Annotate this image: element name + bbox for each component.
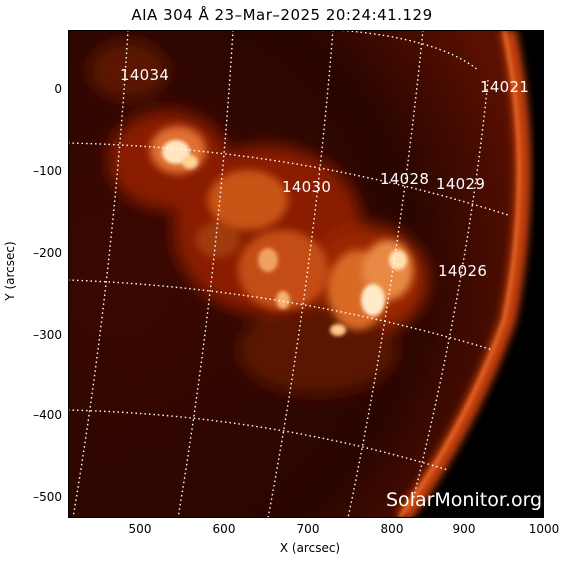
x-tick-label: 900 bbox=[452, 522, 476, 536]
off-limb-space bbox=[403, 30, 544, 518]
solar-limb bbox=[396, 30, 531, 518]
heliographic-grid bbox=[68, 30, 509, 518]
x-tick-label: 600 bbox=[212, 522, 236, 536]
y-tick-label: 0 bbox=[54, 82, 62, 96]
x-tick-label: 800 bbox=[380, 522, 404, 536]
y-tick-label: –500 bbox=[33, 490, 62, 504]
watermark: SolarMonitor.org bbox=[386, 489, 543, 511]
x-tick-label: 1000 bbox=[528, 522, 560, 536]
x-tick-label: 700 bbox=[296, 522, 320, 536]
y-tick-label: –400 bbox=[33, 408, 62, 422]
y-tick-label: –300 bbox=[33, 328, 62, 342]
x-tick-label: 500 bbox=[128, 522, 152, 536]
region-label: 14026 bbox=[438, 262, 488, 280]
region-label: 14021 bbox=[480, 78, 530, 96]
y-tick-label: –200 bbox=[33, 246, 62, 260]
y-tick-label: –100 bbox=[33, 164, 62, 178]
x-axis-label: X (arcsec) bbox=[279, 541, 341, 555]
region-label: 14029 bbox=[436, 175, 486, 193]
region-label: 14034 bbox=[120, 66, 170, 84]
active-region-cores bbox=[162, 140, 407, 336]
region-label: 14028 bbox=[380, 170, 430, 188]
image-title: AIA 304 Å 23–Mar–2025 20:24:41.129 bbox=[131, 6, 433, 24]
solar-image-svg bbox=[68, 30, 544, 518]
y-axis-label: Y (arcsec) bbox=[3, 241, 17, 301]
solar-image: 14034 14021 14030 14028 14029 14026 bbox=[68, 30, 544, 518]
region-label: 14030 bbox=[282, 178, 332, 196]
